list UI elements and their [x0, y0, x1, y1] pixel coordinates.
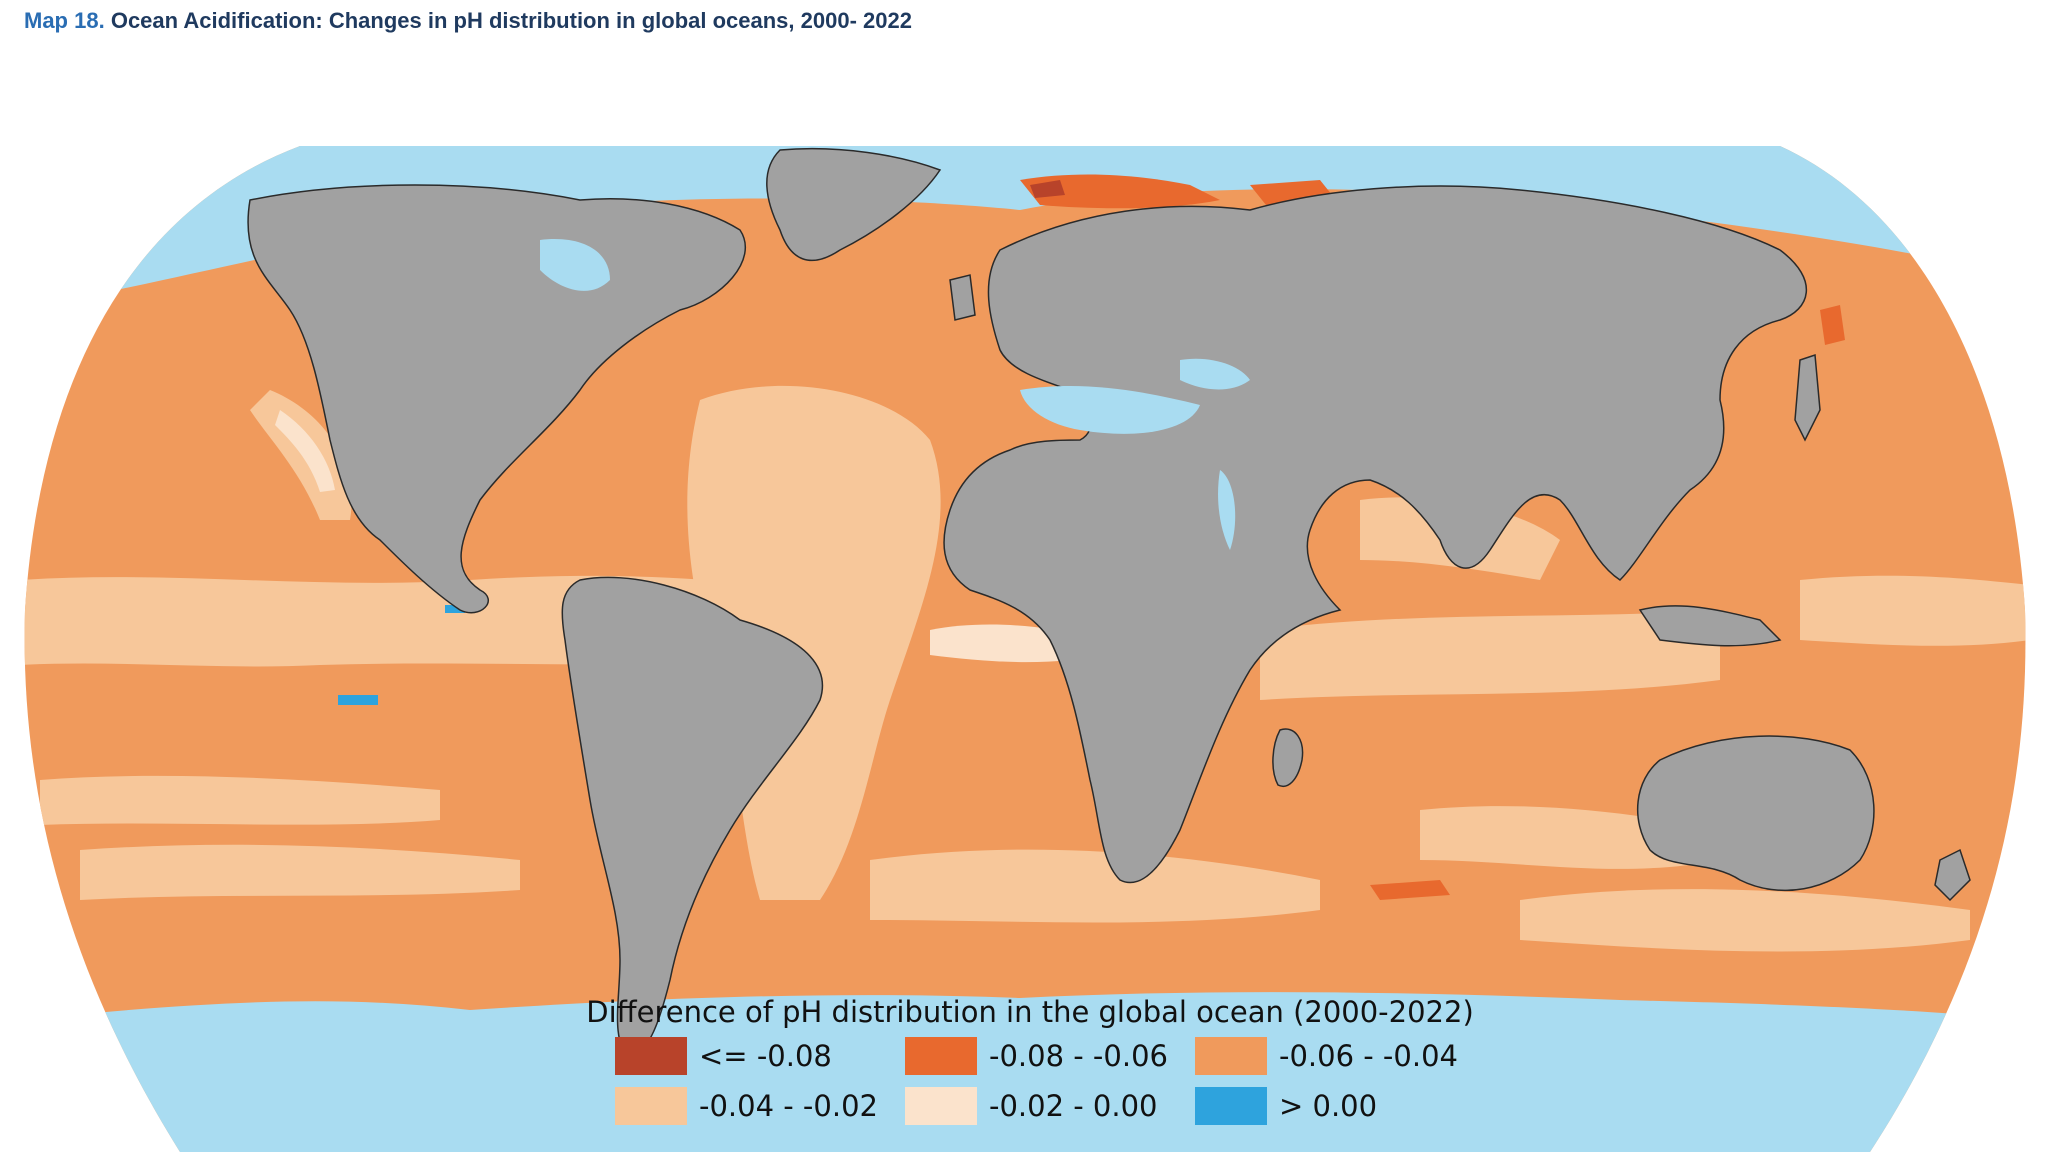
legend-swatch — [905, 1037, 977, 1075]
madagascar — [1272, 728, 1304, 787]
eurasia-africa — [943, 185, 1808, 884]
map-number: Map 18. — [24, 8, 105, 33]
ph-band-darkest — [1030, 180, 1065, 198]
legend-label: > 0.00 — [1279, 1089, 1378, 1123]
map-title-text: Ocean Acidification: Changes in pH distr… — [110, 8, 912, 33]
inland-seas — [540, 239, 1250, 550]
new-zealand — [1934, 848, 1971, 902]
world-map — [20, 140, 2030, 1152]
world-map-svg — [24, 146, 2026, 1152]
legend-swatch — [905, 1087, 977, 1125]
legend-swatch — [615, 1037, 687, 1075]
greenland — [766, 147, 942, 261]
legend-swatch — [1195, 1037, 1267, 1075]
legend-item: > 0.00 — [1195, 1087, 1455, 1125]
land-masses — [247, 147, 1971, 1061]
north-america — [247, 184, 747, 614]
legend: Difference of pH distribution in the glo… — [555, 995, 1505, 1125]
legend-swatch — [1195, 1087, 1267, 1125]
legend-label: -0.04 - -0.02 — [699, 1089, 878, 1123]
legend-label: -0.08 - -0.06 — [989, 1039, 1168, 1073]
southeast-asia-islands — [1638, 605, 1782, 647]
legend-item: -0.02 - 0.00 — [905, 1087, 1195, 1125]
arctic-ocean — [24, 146, 2026, 310]
map-title: Map 18. Ocean Acidification: Changes in … — [24, 8, 912, 34]
japan — [1794, 353, 1821, 442]
legend-label: -0.02 - 0.00 — [989, 1089, 1158, 1123]
ph-band-dark — [1020, 174, 1845, 900]
legend-item: <= -0.08 — [615, 1037, 905, 1075]
ph-band-positive — [338, 605, 465, 705]
legend-swatch — [615, 1087, 687, 1125]
legend-item: -0.04 - -0.02 — [615, 1087, 905, 1125]
legend-grid: <= -0.08 -0.08 - -0.06 -0.06 - -0.04 -0.… — [615, 1037, 1505, 1125]
australia — [1637, 735, 1875, 892]
legend-item: -0.06 - -0.04 — [1195, 1037, 1458, 1075]
legend-title: Difference of pH distribution in the glo… — [586, 995, 1474, 1029]
ph-band-verylight — [275, 410, 1080, 663]
legend-label: <= -0.08 — [699, 1039, 832, 1073]
southern-ocean — [24, 992, 2026, 1152]
uk — [949, 274, 976, 321]
south-america — [561, 576, 824, 1061]
legend-label: -0.06 - -0.04 — [1279, 1039, 1458, 1073]
legend-item: -0.08 - -0.06 — [905, 1037, 1195, 1075]
